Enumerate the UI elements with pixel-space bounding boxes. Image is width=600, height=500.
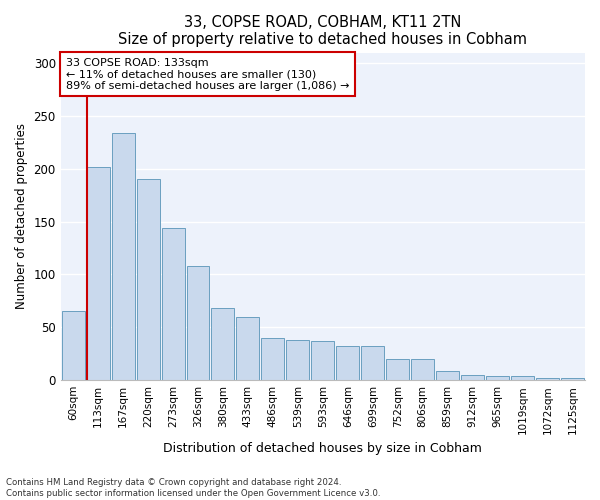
Bar bbox=[161, 228, 185, 380]
Bar bbox=[311, 341, 334, 380]
Bar bbox=[536, 378, 559, 380]
Bar bbox=[337, 346, 359, 380]
Bar bbox=[386, 359, 409, 380]
Bar bbox=[461, 375, 484, 380]
Bar bbox=[262, 338, 284, 380]
Bar bbox=[236, 316, 259, 380]
Bar bbox=[211, 308, 235, 380]
Bar bbox=[112, 133, 134, 380]
Text: 33 COPSE ROAD: 133sqm
← 11% of detached houses are smaller (130)
89% of semi-det: 33 COPSE ROAD: 133sqm ← 11% of detached … bbox=[66, 58, 349, 91]
Bar bbox=[411, 359, 434, 380]
Bar bbox=[137, 180, 160, 380]
Bar bbox=[62, 312, 85, 380]
Bar bbox=[486, 376, 509, 380]
Text: Contains HM Land Registry data © Crown copyright and database right 2024.
Contai: Contains HM Land Registry data © Crown c… bbox=[6, 478, 380, 498]
Title: 33, COPSE ROAD, COBHAM, KT11 2TN
Size of property relative to detached houses in: 33, COPSE ROAD, COBHAM, KT11 2TN Size of… bbox=[118, 15, 527, 48]
Bar bbox=[511, 376, 534, 380]
Bar bbox=[361, 346, 384, 380]
Bar bbox=[286, 340, 310, 380]
Y-axis label: Number of detached properties: Number of detached properties bbox=[15, 124, 28, 310]
Bar bbox=[86, 167, 110, 380]
Bar bbox=[187, 266, 209, 380]
Bar bbox=[561, 378, 584, 380]
Bar bbox=[436, 370, 459, 380]
X-axis label: Distribution of detached houses by size in Cobham: Distribution of detached houses by size … bbox=[163, 442, 482, 455]
